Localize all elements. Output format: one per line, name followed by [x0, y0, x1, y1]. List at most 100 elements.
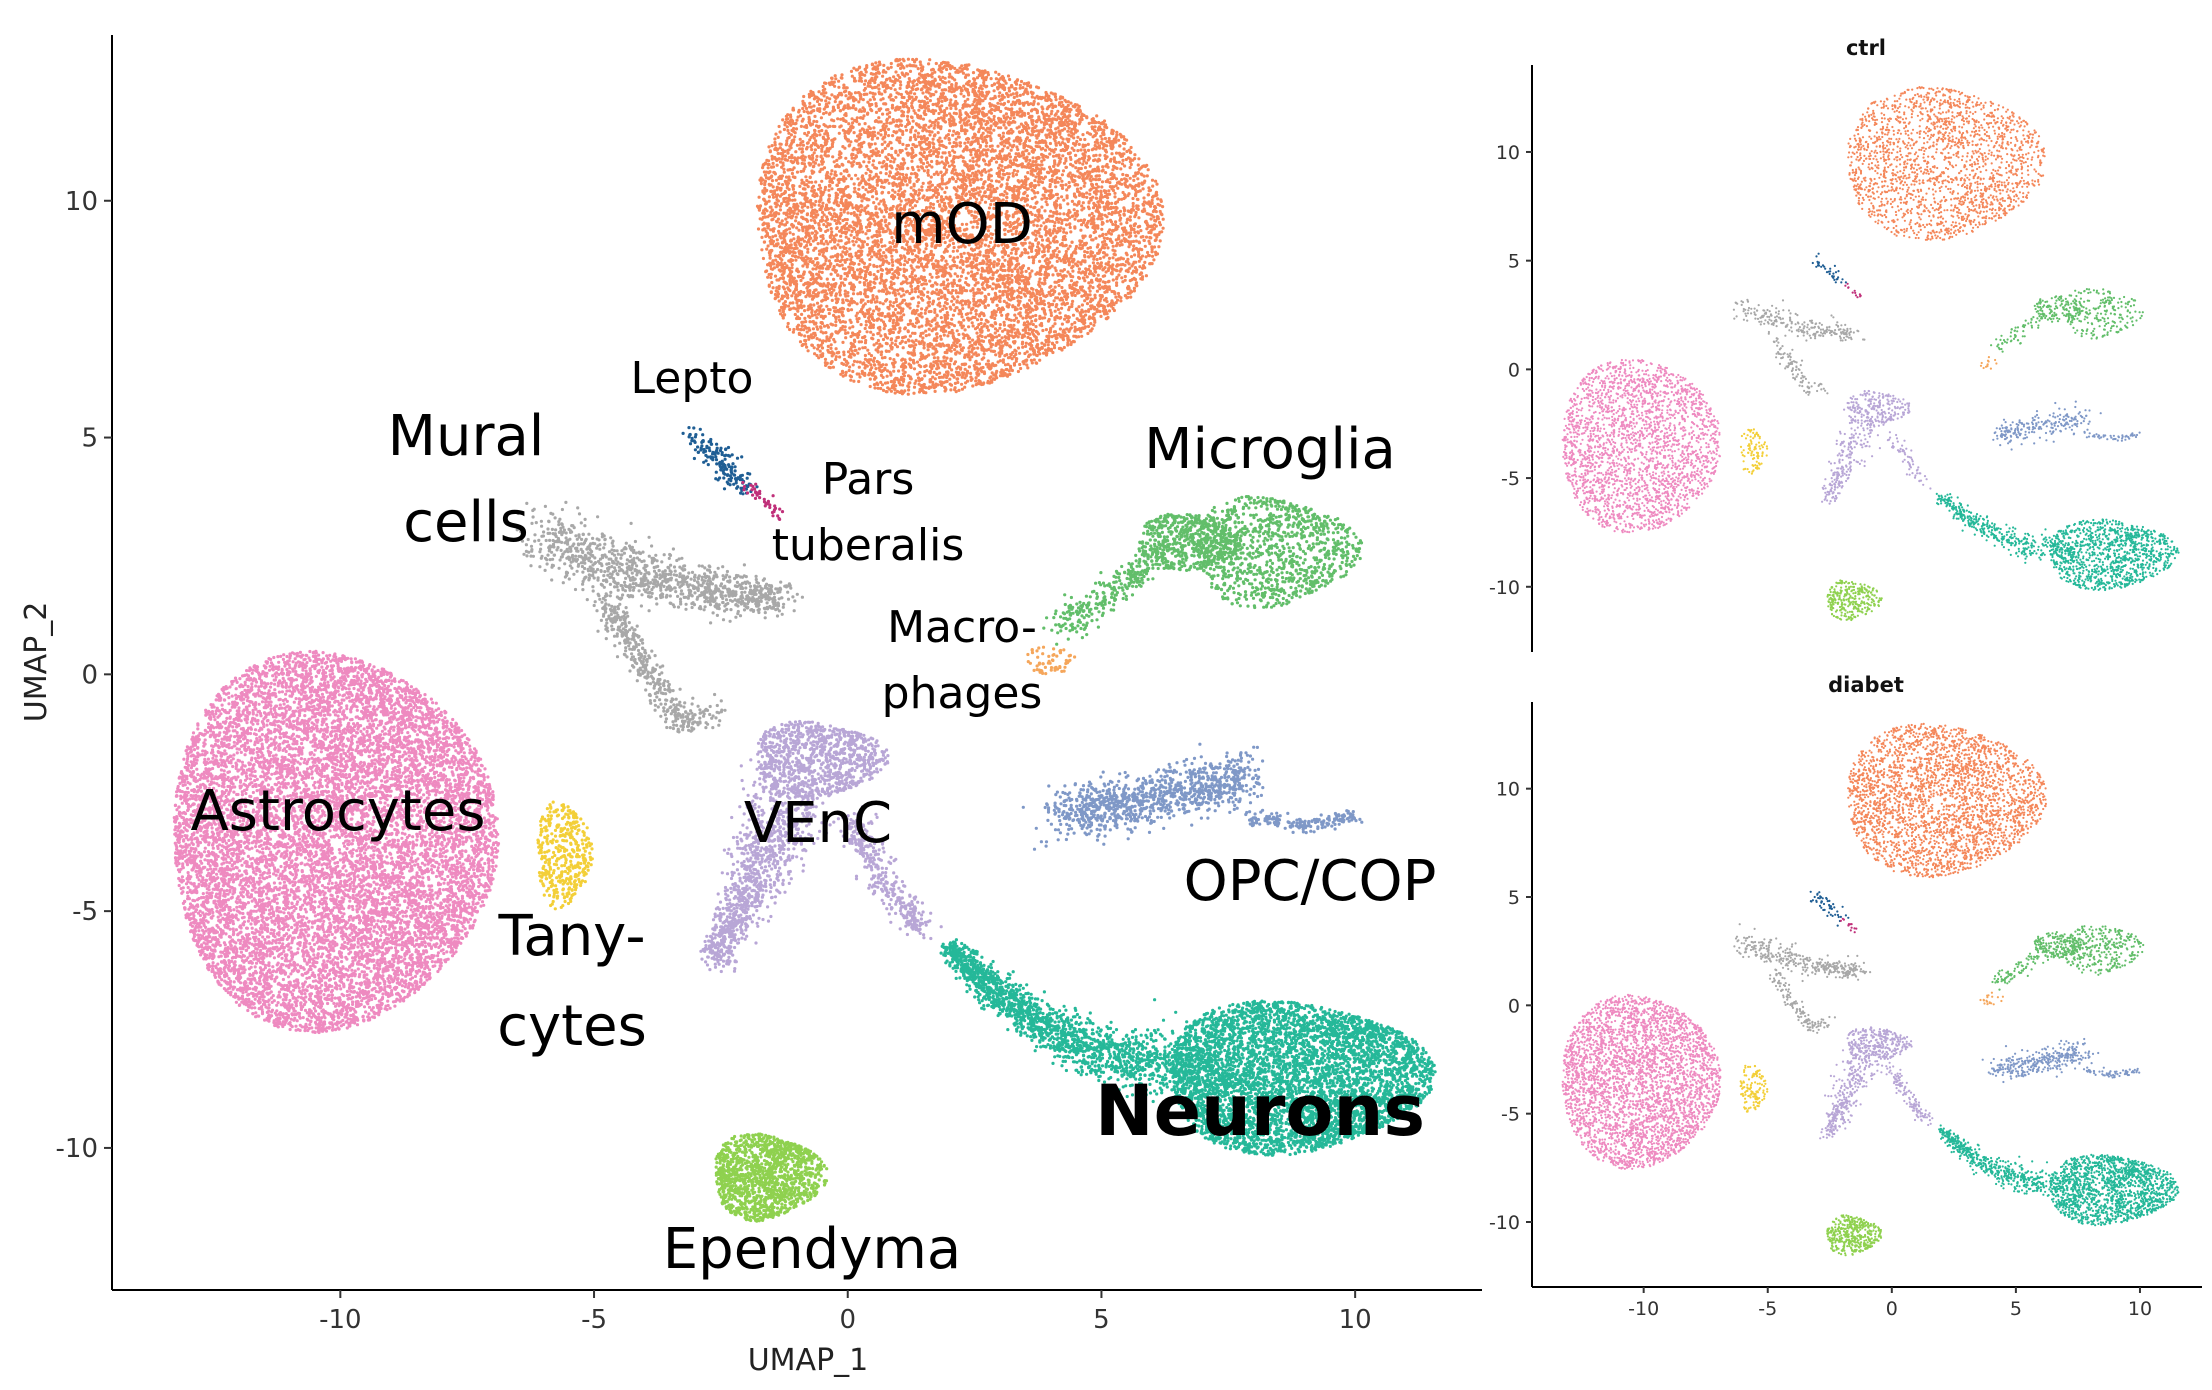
data-point: [933, 389, 937, 393]
data-point: [853, 223, 857, 227]
data-point: [824, 111, 828, 115]
data-point: [1078, 118, 1082, 122]
data-point: [1055, 303, 1059, 307]
data-point: [934, 322, 938, 326]
data-point: [1039, 287, 1043, 291]
data-point: [1013, 334, 1017, 339]
data-point: [945, 67, 949, 72]
data-point: [924, 386, 928, 390]
data-point: [948, 377, 952, 381]
data-point: [805, 212, 810, 216]
data-point: [1060, 306, 1064, 310]
data-point: [1002, 144, 1007, 148]
data-point: [1077, 318, 1081, 322]
data-point: [1073, 217, 1077, 221]
data-point: [1033, 179, 1037, 183]
data-point: [939, 116, 943, 120]
data-point: [969, 378, 973, 382]
data-point: [1129, 255, 1134, 259]
data-point: [949, 98, 953, 102]
data-point: [761, 228, 765, 232]
data-point: [1117, 160, 1121, 164]
data-point: [990, 287, 995, 291]
data-point: [1091, 238, 1095, 242]
data-point: [852, 190, 856, 194]
data-point: [837, 156, 841, 160]
data-point: [1129, 295, 1133, 299]
data-point: [853, 227, 857, 231]
data-point: [1038, 314, 1042, 318]
data-point: [1105, 140, 1109, 144]
data-point: [816, 347, 820, 351]
data-point: [867, 125, 871, 129]
data-point: [1011, 171, 1015, 175]
main-scatter-points: [172, 57, 1437, 1223]
data-point: [907, 388, 911, 392]
data-point: [836, 331, 840, 335]
data-point: [790, 266, 794, 270]
data-point: [784, 217, 788, 221]
data-point: [1053, 147, 1058, 151]
data-point: [954, 137, 958, 141]
data-point: [954, 107, 958, 111]
data-point: [872, 309, 876, 313]
data-point: [827, 188, 831, 192]
data-point: [1077, 175, 1081, 179]
data-point: [807, 337, 811, 341]
data-point: [827, 311, 831, 316]
data-point: [1063, 317, 1067, 321]
data-point: [845, 257, 849, 262]
data-point: [944, 329, 948, 333]
data-point: [1152, 245, 1157, 249]
data-point: [791, 232, 795, 236]
data-point: [808, 101, 812, 105]
data-point: [988, 134, 992, 138]
data-point: [815, 154, 819, 158]
data-point: [953, 66, 957, 70]
data-point: [761, 256, 766, 261]
data-point: [810, 205, 814, 209]
data-point: [1089, 322, 1093, 326]
data-point: [1058, 327, 1062, 331]
data-point: [823, 357, 828, 361]
data-point: [882, 215, 886, 219]
data-point: [1103, 136, 1107, 141]
data-point: [822, 94, 826, 98]
data-point: [805, 183, 809, 187]
data-point: [868, 384, 872, 389]
data-point: [861, 346, 865, 350]
data-point: [1040, 205, 1044, 209]
data-point: [1098, 234, 1102, 238]
data-point: [985, 90, 989, 94]
data-point: [817, 163, 821, 167]
data-point: [1097, 177, 1101, 181]
data-point: [821, 236, 825, 241]
data-point: [971, 71, 976, 75]
data-point: [922, 257, 926, 261]
data-point: [807, 118, 812, 122]
data-point: [840, 327, 844, 331]
data-point: [814, 180, 818, 184]
data-point: [1003, 232, 1007, 236]
data-point: [966, 97, 970, 101]
data-point: [898, 172, 902, 176]
data-point: [850, 164, 854, 168]
data-point: [930, 165, 934, 169]
data-point: [1099, 134, 1103, 138]
data-point: [1107, 309, 1112, 313]
data-point: [1051, 273, 1055, 277]
data-point: [882, 251, 886, 255]
data-point: [877, 202, 881, 206]
data-point: [1120, 276, 1124, 280]
data-point: [1122, 209, 1127, 213]
data-point: [851, 121, 855, 125]
data-point: [918, 370, 922, 375]
data-point: [1068, 225, 1072, 230]
data-point: [1009, 148, 1013, 152]
data-point: [931, 102, 935, 107]
data-point: [949, 291, 954, 295]
data-point: [1050, 109, 1054, 113]
data-point: [982, 119, 986, 123]
data-point: [1084, 309, 1088, 313]
data-point: [969, 375, 973, 379]
